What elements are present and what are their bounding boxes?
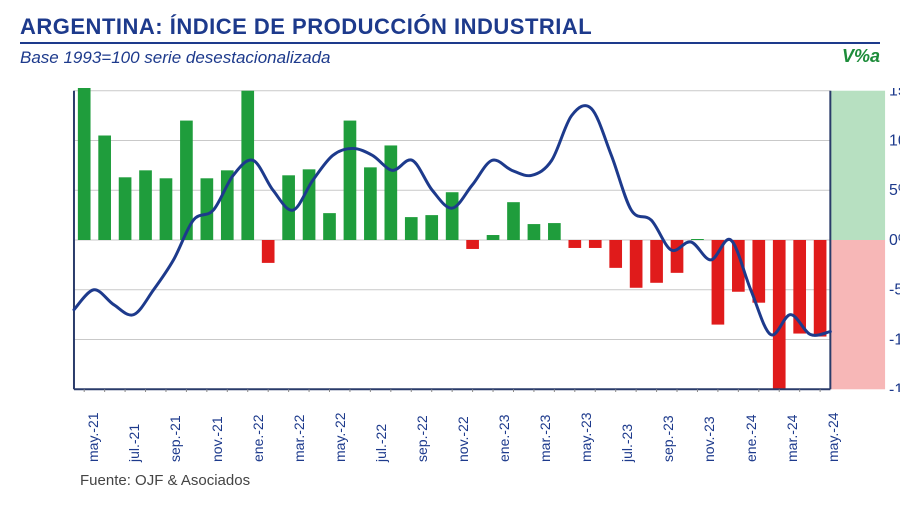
bar	[221, 170, 234, 240]
band-negative	[830, 240, 885, 389]
x-axis-label: jul.-23	[619, 424, 635, 462]
ytick-right: -5%	[889, 282, 900, 299]
bar	[507, 202, 520, 240]
bar	[650, 240, 663, 283]
bar	[752, 240, 765, 303]
bar	[323, 213, 336, 240]
x-axis-label: may.-24	[825, 412, 841, 462]
bar	[78, 88, 91, 240]
x-axis-label: nov.-23	[701, 416, 717, 462]
ytick-right: 15%	[889, 88, 900, 100]
bar	[262, 240, 275, 263]
bar	[548, 223, 561, 240]
ytick-right: -10%	[889, 331, 900, 348]
bar	[425, 215, 438, 240]
chart-area: 150155160165170175180-15%-10%-5%0%5%10%1…	[70, 88, 830, 388]
bar	[466, 240, 479, 249]
x-axis-label: jul.-21	[126, 424, 142, 462]
bar	[630, 240, 643, 288]
bar	[364, 167, 377, 240]
x-axis-label: may.-23	[578, 412, 594, 462]
page-subtitle: Base 1993=100 serie desestacionalizada	[20, 48, 330, 68]
bar	[384, 145, 397, 240]
x-axis-label: mar.-22	[291, 415, 307, 462]
page-title: ARGENTINA: ÍNDICE DE PRODUCCIÓN INDUSTRI…	[20, 14, 592, 40]
bar	[160, 178, 173, 240]
bar	[446, 192, 459, 240]
x-axis-label: ene.-24	[743, 415, 759, 462]
bar	[487, 235, 500, 240]
x-axis-label: sep.-21	[167, 415, 183, 462]
source-text: Fuente: OJF & Asociados	[80, 472, 250, 489]
subtitle-row: Base 1993=100 serie desestacionalizada V…	[20, 46, 880, 68]
bar	[119, 177, 132, 240]
x-axis-label: ene.-23	[496, 415, 512, 462]
bar	[528, 224, 541, 240]
x-axis-label: ene.-22	[250, 415, 266, 462]
x-axis-label: nov.-21	[209, 416, 225, 462]
x-axis-label: sep.-22	[414, 415, 430, 462]
ytick-right: -15%	[889, 381, 900, 392]
x-axis-label: mar.-23	[537, 415, 553, 462]
x-axis-label: may.-22	[332, 412, 348, 462]
bar	[691, 239, 704, 240]
ytick-right: 10%	[889, 132, 900, 149]
bar	[568, 240, 581, 248]
x-axis-label: nov.-22	[455, 416, 471, 462]
right-header-va: V%a	[842, 46, 880, 67]
chart-container: ARGENTINA: ÍNDICE DE PRODUCCIÓN INDUSTRI…	[0, 0, 900, 505]
bar	[609, 240, 622, 268]
bar	[98, 136, 111, 240]
x-axis-labels: may.-21 jul.-21 sep.-21 nov.-21 ene.-22 mar.-…	[70, 392, 830, 472]
bar	[793, 240, 806, 334]
bar	[773, 240, 786, 389]
bar	[814, 240, 827, 337]
x-axis-label: sep.-23	[660, 415, 676, 462]
ytick-right: 0%	[889, 232, 900, 249]
bar	[344, 121, 357, 240]
ytick-right: 5%	[889, 182, 900, 199]
title-row: ARGENTINA: ÍNDICE DE PRODUCCIÓN INDUSTRI…	[20, 14, 880, 44]
x-axis-label: may.-21	[85, 412, 101, 462]
x-axis-label: jul.-22	[373, 424, 389, 462]
bar	[201, 178, 214, 240]
chart-svg: 150155160165170175180-15%-10%-5%0%5%10%1…	[70, 88, 900, 392]
bar	[405, 217, 418, 240]
bar	[139, 170, 152, 240]
band-positive	[830, 91, 885, 240]
bar	[589, 240, 602, 248]
x-axis-label: mar.-24	[784, 415, 800, 462]
